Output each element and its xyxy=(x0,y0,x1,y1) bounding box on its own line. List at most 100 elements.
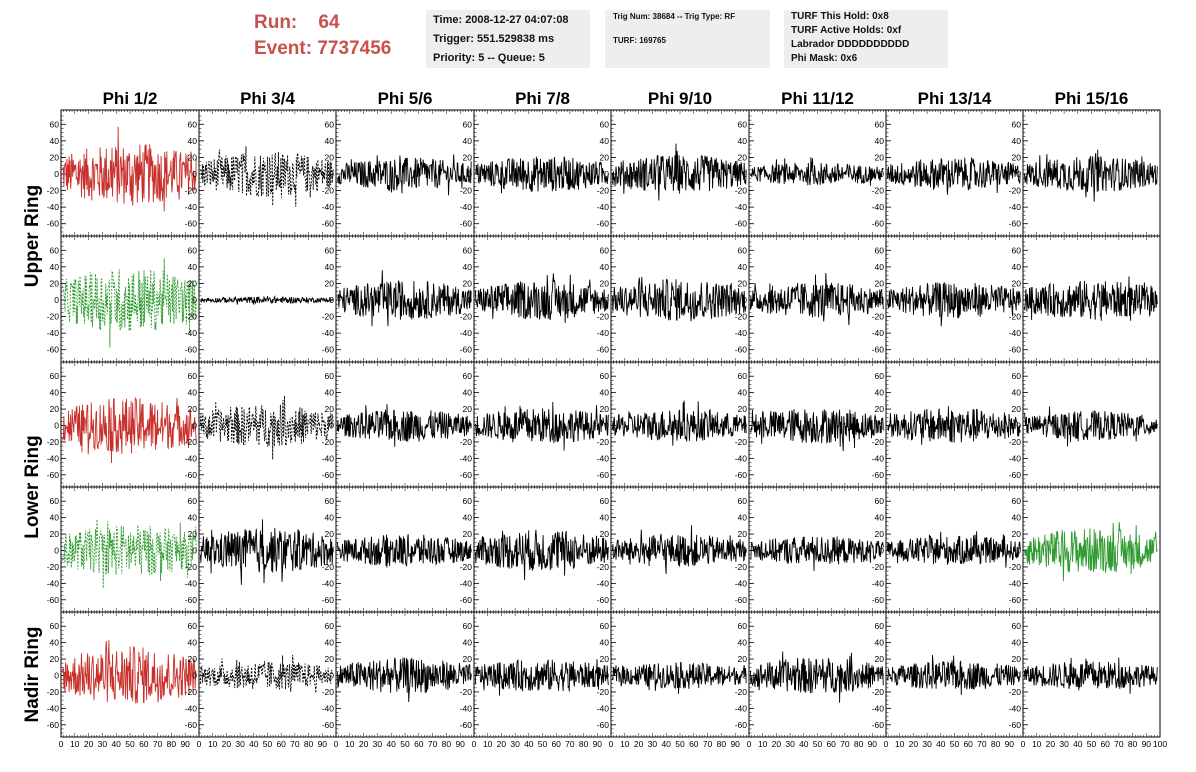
y-tick-label: 60 xyxy=(188,245,198,255)
y-tick-label: 0 xyxy=(604,169,609,179)
waveform-line xyxy=(61,640,197,704)
y-tick-label: -60 xyxy=(185,345,198,355)
waveform-line xyxy=(886,531,1021,568)
y-tick-label: -60 xyxy=(185,720,198,730)
y-tick-label: 20 xyxy=(600,152,610,162)
panel: -60 -40 -20 0 20 40 60 xyxy=(735,109,887,237)
panel: -60 -40 -20 0 20 40 60 xyxy=(872,361,1024,488)
y-tick-label: 20 xyxy=(50,404,60,414)
y-tick-label: 20 xyxy=(188,654,198,664)
y-tick-label: -20 xyxy=(872,186,885,196)
column-title: Phi 15/16 xyxy=(1055,89,1129,108)
y-tick-label: -20 xyxy=(1009,186,1022,196)
y-tick-label: -20 xyxy=(735,437,748,447)
y-tick-label: 0 xyxy=(604,421,609,431)
y-tick-label: 60 xyxy=(738,245,748,255)
y-tick-label: 20 xyxy=(188,404,198,414)
y-tick-label: 0 xyxy=(192,169,197,179)
y-tick-label: -20 xyxy=(322,562,335,572)
y-tick-label: -20 xyxy=(597,562,610,572)
y-tick-label: 20 xyxy=(50,278,60,288)
turf-text: TURF: 169765 xyxy=(613,36,666,45)
waveform-line xyxy=(336,404,472,447)
y-tick-label: 60 xyxy=(325,371,335,381)
run-value: 64 xyxy=(318,12,340,33)
y-tick-label: 40 xyxy=(188,136,198,146)
y-tick-label: -60 xyxy=(872,595,885,605)
y-tick-label: 60 xyxy=(875,496,885,506)
panel: -60 -40 -20 0 20 40 60 xyxy=(872,109,1024,237)
y-tick-label: -40 xyxy=(185,578,198,588)
y-tick-label: -40 xyxy=(47,578,60,588)
y-tick-label: 0 xyxy=(54,546,59,556)
y-tick-label: 40 xyxy=(1012,388,1022,398)
y-tick-label: -60 xyxy=(735,219,748,229)
y-tick-label: -20 xyxy=(185,437,198,447)
y-tick-label: -60 xyxy=(597,595,610,605)
y-tick-label: -20 xyxy=(872,562,885,572)
y-tick-label: 20 xyxy=(600,529,610,539)
y-tick-label: 40 xyxy=(875,388,885,398)
y-tick-label: -40 xyxy=(1009,202,1022,212)
y-tick-label: 40 xyxy=(325,513,335,523)
trigger-text: Trigger: 551.529838 ms xyxy=(433,33,555,45)
y-tick-label: 0 xyxy=(742,295,747,305)
y-tick-label: -60 xyxy=(460,219,473,229)
y-tick-label: -20 xyxy=(1009,312,1022,322)
y-tick-label: 40 xyxy=(1012,262,1022,272)
y-tick-label: -60 xyxy=(597,219,610,229)
y-tick-label: 0 xyxy=(54,671,59,681)
y-tick-label: 20 xyxy=(325,278,335,288)
y-tick-label: 60 xyxy=(188,371,198,381)
y-tick-label: -40 xyxy=(460,578,473,588)
y-tick-label: -40 xyxy=(47,328,60,338)
y-tick-label: 60 xyxy=(1012,496,1022,506)
y-tick-label: 20 xyxy=(188,529,198,539)
y-tick-label: -40 xyxy=(597,202,610,212)
time-info-box: Time: 2008-12-27 04:07:08 Trigger: 551.5… xyxy=(426,10,590,68)
y-tick-label: 20 xyxy=(875,278,885,288)
panel: -60 -40 -20 0 20 40 60 xyxy=(735,235,887,363)
column-title: Phi 13/14 xyxy=(918,89,992,108)
waveform-line xyxy=(475,156,609,194)
y-tick-label: 40 xyxy=(188,388,198,398)
y-tick-label: 40 xyxy=(463,136,473,146)
waveform-line xyxy=(1023,521,1158,582)
panel: -60 -40 -20 0 20 40 60 xyxy=(322,109,475,237)
y-tick-label: -20 xyxy=(185,312,198,322)
y-tick-label: -40 xyxy=(735,202,748,212)
y-tick-label: 40 xyxy=(50,262,60,272)
y-tick-label: 0 xyxy=(742,421,747,431)
panel: -60 -40 -20 0 20 40 60 xyxy=(1009,109,1161,237)
waveform-line xyxy=(1023,149,1158,202)
y-tick-label: -20 xyxy=(322,437,335,447)
y-tick-label: -60 xyxy=(872,219,885,229)
panel: -60 -40 -20 0 20 40 60 xyxy=(1009,235,1161,363)
y-tick-label: -40 xyxy=(185,202,198,212)
y-tick-label: -20 xyxy=(47,437,60,447)
y-tick-label: -20 xyxy=(735,312,748,322)
y-tick-label: -40 xyxy=(460,202,473,212)
y-tick-label: 0 xyxy=(604,295,609,305)
y-tick-label: 60 xyxy=(463,245,473,255)
y-tick-label: 20 xyxy=(463,404,473,414)
priority-text: Priority: 5 -- Queue: 5 xyxy=(433,52,545,64)
waveform-line xyxy=(750,536,884,572)
y-tick-label: 60 xyxy=(463,119,473,129)
y-tick-label: 20 xyxy=(463,529,473,539)
y-tick-label: -60 xyxy=(47,595,60,605)
y-tick-label: 20 xyxy=(463,152,473,162)
y-tick-label: 60 xyxy=(188,119,198,129)
waveform-line xyxy=(337,270,472,327)
y-tick-label: 20 xyxy=(875,529,885,539)
column-title: Phi 9/10 xyxy=(648,89,712,108)
y-tick-label: 40 xyxy=(738,388,748,398)
time-text: Time: 2008-12-27 04:07:08 xyxy=(433,14,569,26)
y-tick-label: 60 xyxy=(1012,371,1022,381)
y-tick-label: 20 xyxy=(463,278,473,288)
y-tick-label: 60 xyxy=(1012,119,1022,129)
y-tick-label: -40 xyxy=(322,202,335,212)
waveform-line xyxy=(474,529,609,581)
panel: -60 -40 -20 0 20 40 60 xyxy=(597,486,750,613)
